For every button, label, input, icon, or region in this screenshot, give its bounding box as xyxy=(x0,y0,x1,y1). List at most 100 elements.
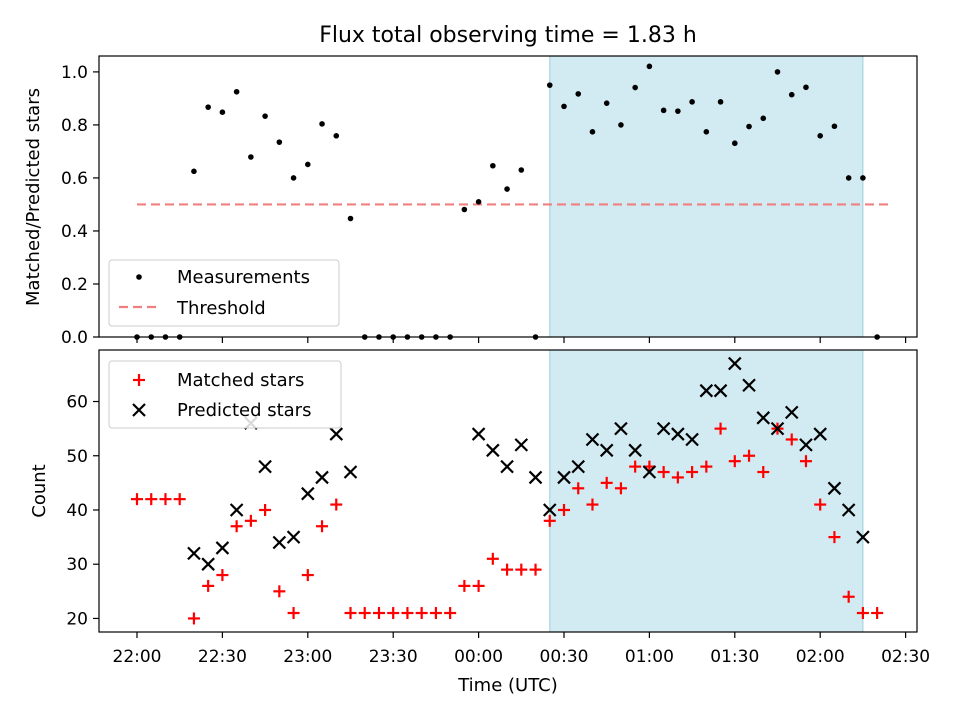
matched-stars-legend-marker xyxy=(133,374,145,386)
matched-stars-point xyxy=(330,498,343,511)
matched-stars-point xyxy=(700,460,713,473)
matched-stars-point xyxy=(743,449,756,462)
measurement-point xyxy=(703,129,710,135)
measurement-point xyxy=(546,82,553,88)
measurement-point xyxy=(262,113,268,119)
matched-stars-point xyxy=(558,503,570,516)
y-tick-label: 0.0 xyxy=(61,328,88,348)
predicted-stars-point xyxy=(315,470,329,485)
predicted-stars-point xyxy=(229,503,244,517)
x-tick-label: 23:00 xyxy=(283,647,332,667)
predicted-stars-point xyxy=(841,503,856,517)
matched-stars-point xyxy=(230,520,243,533)
measurements-legend-marker xyxy=(136,274,142,280)
matched-stars-point xyxy=(543,514,556,527)
x-tick-label: 00:00 xyxy=(454,647,503,667)
measurement-point xyxy=(732,140,738,147)
matched-stars-point xyxy=(401,607,414,620)
predicted-stars-point xyxy=(671,427,685,441)
matched-stars-point xyxy=(814,498,827,511)
measurement-point xyxy=(831,123,838,130)
matched-stars-point xyxy=(159,493,172,506)
measurement-point xyxy=(205,104,211,110)
predicted-stars-point xyxy=(500,459,514,474)
predicted-stars-point xyxy=(301,486,315,501)
bottom-legend-box xyxy=(108,360,342,429)
matched-stars-point xyxy=(372,607,385,620)
predicted-stars-point xyxy=(742,378,756,393)
figure-title: Flux total observing time = 1.83 h xyxy=(319,23,697,48)
bottom-legend: Matched stars Predicted stars xyxy=(108,360,342,429)
measurement-point xyxy=(575,91,582,97)
measurement-point xyxy=(860,175,866,181)
matched-stars-point xyxy=(131,493,143,506)
matched-stars-point xyxy=(173,493,186,506)
measurement-point xyxy=(305,161,311,168)
measurement-point xyxy=(191,168,197,175)
matched-stars-point xyxy=(671,471,684,484)
measurement-point xyxy=(319,121,325,127)
measurement-point xyxy=(475,199,482,205)
measurement-point xyxy=(689,99,695,105)
matched-stars-point xyxy=(842,590,855,603)
predicted-stars-point xyxy=(827,481,842,496)
bottom-panel-shaded-region xyxy=(549,349,864,633)
predicted-stars-point xyxy=(656,421,671,436)
predicted-stars-point xyxy=(614,421,628,436)
measurement-point xyxy=(632,84,638,91)
measurement-point xyxy=(746,123,752,130)
predicted-stars-point xyxy=(542,503,557,517)
predicted-stars-point xyxy=(486,443,500,458)
measurement-point xyxy=(603,100,610,106)
predicted-stars-point xyxy=(784,405,799,420)
predicted-stars-point xyxy=(201,557,215,571)
bottom-panel-plot: 20 30 40 50 60 22:00 22:30 23:00 23:30 00:00 00:3… xyxy=(29,349,930,696)
matched-stars-point xyxy=(785,433,798,446)
measurement-point xyxy=(589,129,596,135)
predicted-stars-point xyxy=(713,383,728,398)
matched-stars-point xyxy=(244,514,257,527)
predicted-stars-point xyxy=(514,438,529,452)
x-tick-label: 22:30 xyxy=(198,647,247,667)
predicted-stars-point xyxy=(258,459,272,474)
y-tick-label: 0.8 xyxy=(61,116,88,136)
x-tick-label: 01:30 xyxy=(710,647,759,667)
matched-stars-point xyxy=(657,466,670,479)
matched-stars-point xyxy=(344,607,357,620)
top-y-axis-label: Matched/Predicted stars xyxy=(23,88,44,306)
measurement-point xyxy=(490,162,496,169)
predicted-stars-legend-label: Predicted stars xyxy=(177,400,311,421)
matched-stars-point xyxy=(515,563,528,576)
matched-stars-point xyxy=(572,482,585,495)
predicted-stars-point xyxy=(272,535,287,550)
x-tick-label: 01:00 xyxy=(625,647,674,667)
matched-stars-point xyxy=(301,569,314,582)
predicted-stars-point xyxy=(799,438,813,452)
y-tick-label: 20 xyxy=(66,609,88,629)
measurement-point xyxy=(276,139,283,145)
y-tick-label: 0.2 xyxy=(61,275,88,295)
x-tick-label: 00:30 xyxy=(540,647,589,667)
predicted-stars-point xyxy=(856,530,870,544)
predicted-stars-point xyxy=(699,383,714,398)
matched-stars-point xyxy=(429,607,442,620)
top-x-axis-ticks xyxy=(136,337,907,343)
matched-stars-point xyxy=(316,520,329,533)
measurement-point xyxy=(845,175,852,181)
measurement-point xyxy=(518,167,525,173)
y-tick-label: 60 xyxy=(66,393,88,413)
top-panel-plot: 0.0 0.2 0.4 0.6 0.8 1.0 Matched/Predicted sta… xyxy=(23,55,918,348)
predicted-stars-point xyxy=(685,432,699,447)
predicted-stars-point xyxy=(728,356,742,371)
matched-stars-point xyxy=(387,607,400,620)
predicted-stars-point xyxy=(343,465,358,479)
predicted-stars-point xyxy=(628,443,642,458)
top-panel-frame xyxy=(98,55,918,338)
y-tick-label: 1.0 xyxy=(61,63,88,83)
measurement-point xyxy=(219,109,226,115)
matched-stars-point xyxy=(529,563,542,576)
top-panel-shaded-region xyxy=(549,55,864,338)
x-tick-label: 22:00 xyxy=(113,647,162,667)
matched-stars-point xyxy=(444,607,457,620)
bottom-y-axis-ticks: 20 30 40 50 60 xyxy=(66,393,99,629)
